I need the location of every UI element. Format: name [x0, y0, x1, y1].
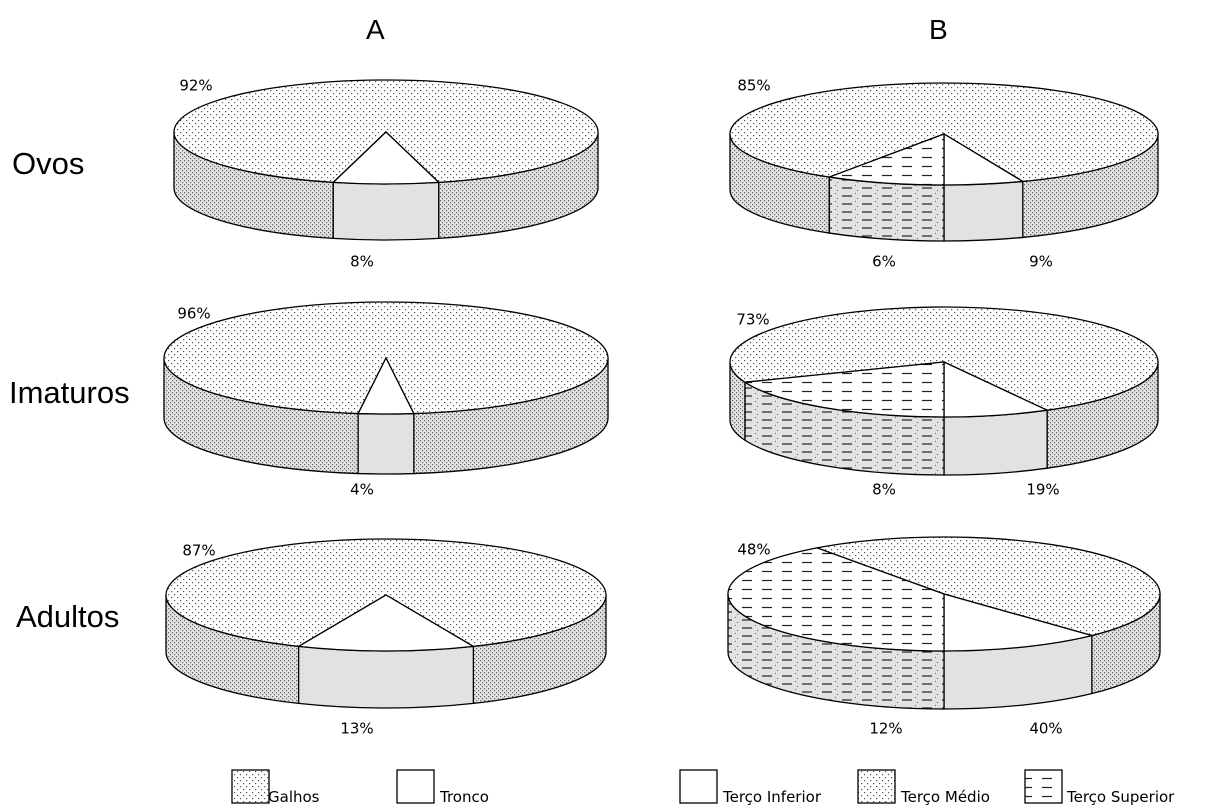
percent-label-tronco: 4%	[350, 481, 374, 499]
column-title-a: A	[366, 14, 385, 45]
percent-label-galhos: 96%	[177, 305, 210, 323]
slice-top-terco-inferior	[943, 360, 1050, 418]
legend-label-terco-inferior: Terço Inferior	[723, 788, 821, 806]
percent-label-terco-inferior: 6%	[872, 253, 896, 271]
legend-label-terco-medio: Terço Médio	[901, 788, 990, 806]
slice-top-terco-medio	[814, 536, 1161, 637]
slice-side-terco-superior	[828, 176, 945, 242]
percent-label-terco-medio: 48%	[737, 541, 770, 559]
slice-top-terco-superior	[727, 547, 945, 652]
slice-top-terco-medio	[729, 306, 1159, 411]
percent-label-tronco: 8%	[350, 253, 374, 271]
slice-top-terco-superior	[743, 361, 945, 418]
pie-a-ovos: 92% 8%	[173, 77, 599, 271]
percent-label-terco-superior: 19%	[1026, 481, 1059, 499]
legend-label-terco-superior: Terço Superior	[1067, 788, 1175, 806]
percent-label-galhos: 87%	[182, 542, 215, 560]
legend-label-galhos: Galhos	[268, 788, 320, 806]
slice-top-tronco	[357, 356, 415, 415]
percent-label-terco-superior: 40%	[1029, 720, 1062, 738]
slice-top-terco-inferior	[943, 593, 1095, 652]
slice-side-terco-inferior	[943, 409, 1048, 476]
legend-swatch-terco-superior	[1024, 769, 1063, 804]
slice-side-tronco	[332, 181, 440, 241]
percent-label-terco-inferior: 12%	[869, 720, 902, 738]
row-label-imaturos: Imaturos	[9, 375, 130, 410]
row-label-adultos: Adultos	[16, 599, 120, 634]
legend-label-tronco: Tronco	[440, 788, 489, 806]
pie-b-imaturos: 73% 8% 19%	[729, 306, 1159, 499]
row-label-ovos: Ovos	[12, 146, 85, 181]
legend-swatch-tronco	[396, 769, 435, 804]
percent-label-terco-medio: 73%	[736, 311, 769, 329]
percent-label-terco-inferior: 8%	[872, 481, 896, 499]
slice-side-tronco	[297, 645, 475, 709]
slice-top-tronco	[296, 594, 476, 652]
legend-swatch-terco-medio	[857, 769, 896, 804]
percent-label-terco-medio: 85%	[737, 77, 770, 95]
column-title-b: B	[929, 14, 948, 45]
pie-a-adultos: 87% 13%	[165, 538, 607, 738]
slice-top-tronco	[331, 131, 441, 185]
percent-label-galhos: 92%	[179, 77, 212, 95]
pie-b-ovos: 85% 6% 9%	[729, 77, 1159, 271]
slice-top-terco-superior	[826, 133, 945, 186]
legend-swatch-galhos	[231, 769, 270, 804]
slice-top-galhos	[165, 538, 607, 648]
slice-side-tronco	[357, 412, 415, 475]
legend-swatch-terco-inferior	[679, 769, 718, 804]
slice-top-terco-medio	[729, 82, 1159, 183]
pie-b-adultos: 48% 12% 40%	[727, 536, 1161, 738]
percent-label-tronco: 13%	[340, 720, 373, 738]
slice-side-terco-inferior	[943, 180, 1024, 242]
pie-a-imaturos: 96% 4%	[163, 301, 609, 499]
percent-label-terco-superior: 9%	[1029, 253, 1053, 271]
